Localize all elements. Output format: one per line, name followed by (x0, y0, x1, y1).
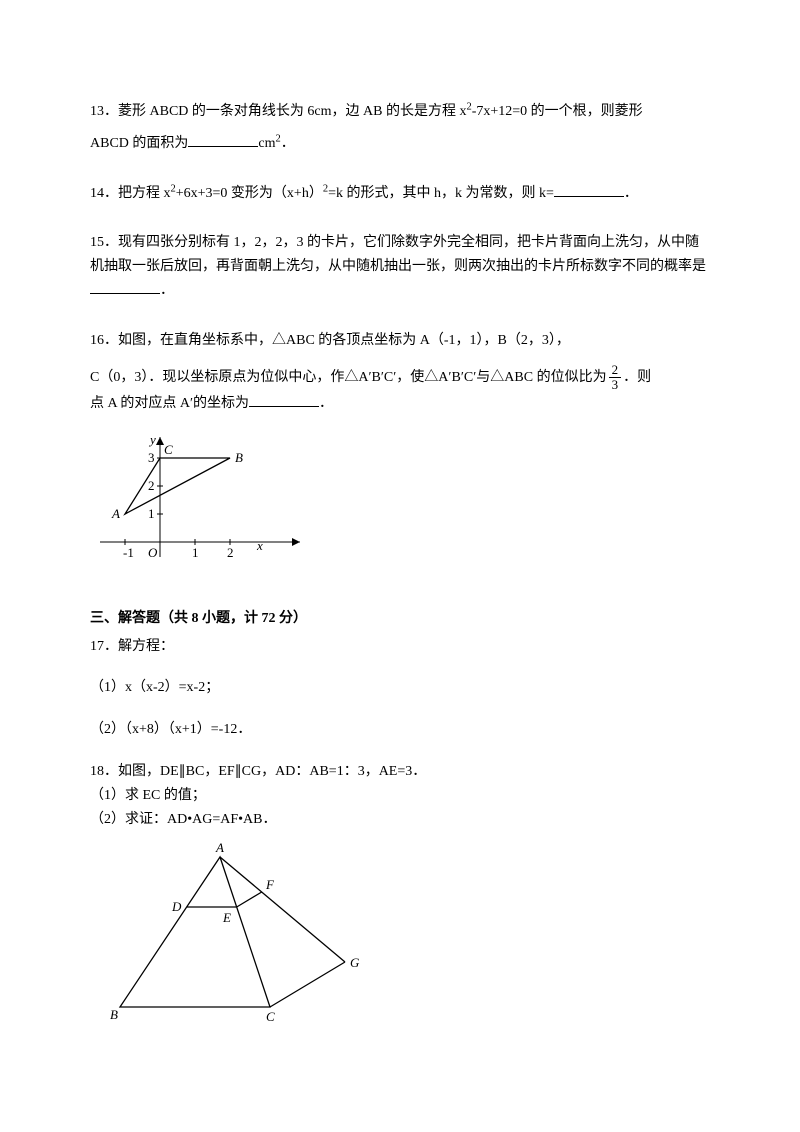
q18-E-label: E (222, 910, 231, 925)
q17-sub2: （2）（x+8）（x+1）=-12． (90, 718, 710, 742)
q13-blank (188, 132, 258, 147)
q18-line1: ．如图，DE∥BC，EF∥CG，AD：AB=1：3，AE=3． (104, 764, 426, 779)
tick-2: 2 (227, 545, 234, 560)
q16-frac-num: 2 (609, 363, 622, 378)
y-axis-label: y (148, 432, 156, 447)
x-axis-label: x (256, 538, 263, 553)
q14-blank (554, 182, 624, 197)
q16-frac-den: 3 (609, 378, 622, 392)
tick-y2: 2 (148, 478, 155, 493)
q14-text-b: +6x+3=0 变形为（x+h） (176, 186, 323, 201)
q13-text-b: -7x+12=0 的一个根，则菱形 (472, 104, 643, 119)
q16-fraction: 23 (609, 363, 622, 393)
q18-F-label: F (265, 877, 275, 892)
q16-line2a: C（0，3）．现以坐标原点为位似中心，作△A′B′C′，使△A′B′C′与△AB… (90, 370, 607, 385)
q15-blank (90, 279, 160, 294)
question-16: 16．如图，在直角坐标系中，△ABC 的各顶点坐标为 A（-1，1），B（2，3… (90, 329, 710, 581)
point-A-label: A (111, 506, 120, 521)
tick-y1: 1 (148, 506, 155, 521)
q16-line2b: ．则 (623, 370, 651, 385)
q18-D-label: D (171, 899, 182, 914)
q14-period: ． (624, 186, 638, 201)
q18-sub2: （2）求证：AD•AG=AF•AB． (90, 808, 710, 832)
q18-sub1: （1）求 EC 的值； (90, 784, 710, 808)
origin-label: O (148, 545, 158, 560)
question-15: 15．现有四张分别标有 1，2，2，3 的卡片，它们除数字外完全相同，把卡片背面… (90, 231, 710, 302)
q16-num: 16 (90, 333, 104, 348)
q18-G-label: G (350, 955, 360, 970)
tick-y3: 3 (148, 450, 155, 465)
section-3-header: 三、解答题（共 8 小题，计 72 分） (90, 607, 710, 631)
q13-num: 13 (90, 104, 104, 119)
point-C-label: C (164, 442, 173, 457)
q14-num: 14 (90, 186, 104, 201)
q17-num: 17 (90, 639, 104, 654)
q15-text-a: ．现有四张分别标有 1，2，2，3 的卡片，它们除数字外完全相同，把卡片背面向上… (90, 235, 706, 274)
q17-title: ．解方程： (104, 639, 174, 654)
q13-text-c: ABCD 的面积为 (90, 136, 188, 151)
q16-diagram: -1 1 2 1 2 3 O x y A B C (90, 422, 710, 581)
document-page: 13．菱形 ABCD 的一条对角线长为 6cm，边 AB 的长是方程 x2-7x… (0, 0, 800, 1122)
q18-num: 18 (90, 764, 104, 779)
q14-text-a: ．把方程 x (104, 186, 171, 201)
q18-C-label: C (266, 1009, 275, 1024)
question-18: 18．如图，DE∥BC，EF∥CG，AD：AB=1：3，AE=3． （1）求 E… (90, 760, 710, 1036)
q15-period: ． (160, 283, 174, 298)
q18-diagram: A B C D E F G (90, 837, 710, 1036)
q14-text-c: =k 的形式，其中 h，k 为常数，则 k= (328, 186, 554, 201)
point-B-label: B (235, 450, 243, 465)
question-14: 14．把方程 x2+6x+3=0 变形为（x+h）2=k 的形式，其中 h，k … (90, 182, 710, 206)
q13-unit: cm (258, 136, 275, 151)
q16-period: ． (319, 396, 333, 411)
q13-text-a: ．菱形 ABCD 的一条对角线长为 6cm，边 AB 的长是方程 x (104, 104, 466, 119)
q13-period: ． (281, 136, 295, 151)
tick-neg1: -1 (123, 545, 134, 560)
q16-blank (249, 392, 319, 407)
q18-B-label: B (110, 1007, 118, 1022)
question-17: 17．解方程： （1）x（x-2）=x-2； （2）（x+8）（x+1）=-12… (90, 635, 710, 742)
q15-num: 15 (90, 235, 104, 250)
tick-1: 1 (192, 545, 199, 560)
question-13: 13．菱形 ABCD 的一条对角线长为 6cm，边 AB 的长是方程 x2-7x… (90, 100, 710, 156)
q16-line3a: 点 A 的对应点 A′的坐标为 (90, 396, 249, 411)
q18-A-label: A (215, 840, 224, 855)
q16-line1: ．如图，在直角坐标系中，△ABC 的各顶点坐标为 A（-1，1），B（2，3）， (104, 333, 570, 348)
q17-sub1: （1）x（x-2）=x-2； (90, 676, 710, 700)
